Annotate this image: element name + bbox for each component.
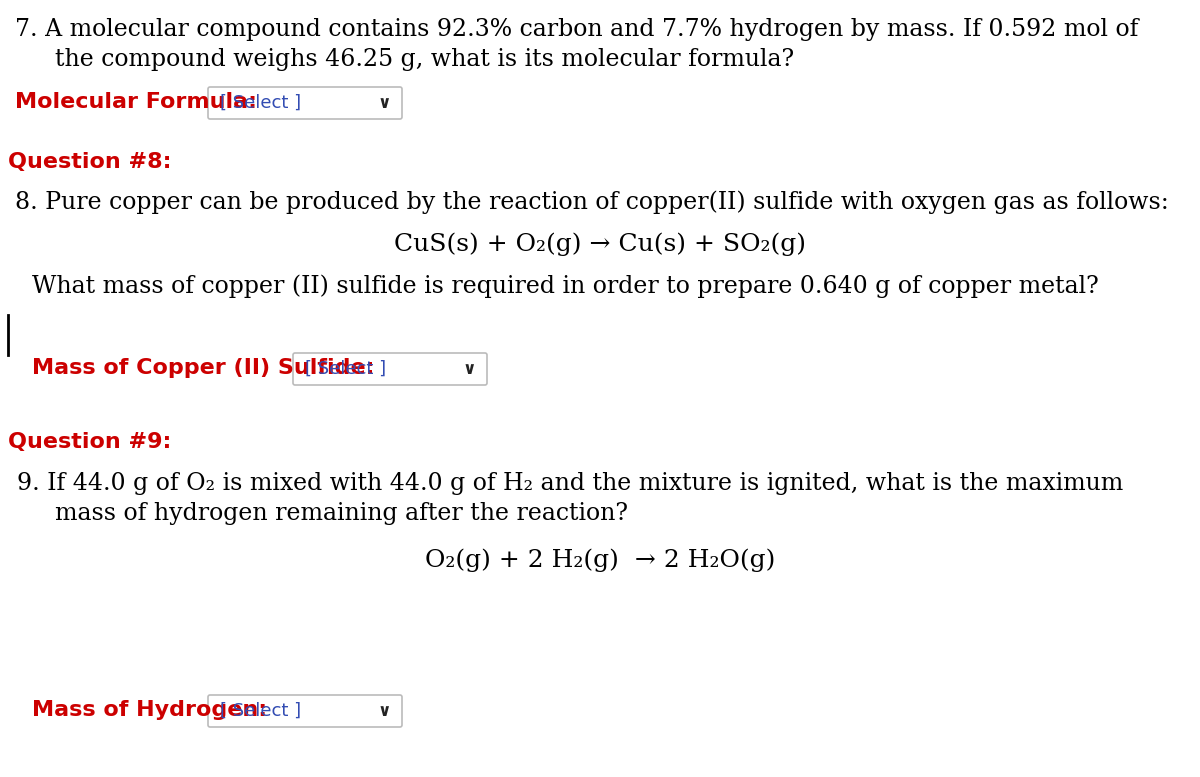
Text: O₂(g) + 2 H₂(g)  → 2 H₂O(g): O₂(g) + 2 H₂(g) → 2 H₂O(g) (425, 548, 775, 572)
Text: mass of hydrogen remaining after the reaction?: mass of hydrogen remaining after the rea… (55, 502, 628, 525)
FancyBboxPatch shape (208, 87, 402, 119)
Text: Mass of Hydrogen:: Mass of Hydrogen: (32, 700, 268, 720)
Text: Question #9:: Question #9: (8, 432, 172, 452)
Text: 7. A molecular compound contains 92.3% carbon and 7.7% hydrogen by mass. If 0.59: 7. A molecular compound contains 92.3% c… (14, 18, 1139, 41)
Text: [ Select ]: [ Select ] (220, 94, 301, 112)
Text: [ Select ]: [ Select ] (220, 702, 301, 720)
Text: 9. If 44.0 g of O₂ is mixed with 44.0 g of H₂ and the mixture is ignited, what i: 9. If 44.0 g of O₂ is mixed with 44.0 g … (17, 472, 1123, 495)
FancyBboxPatch shape (293, 353, 487, 385)
Text: 8. Pure copper can be produced by the reaction of copper(II) sulfide with oxygen: 8. Pure copper can be produced by the re… (14, 190, 1169, 214)
FancyBboxPatch shape (208, 695, 402, 727)
Text: ∨: ∨ (377, 94, 391, 112)
Text: the compound weighs 46.25 g, what is its molecular formula?: the compound weighs 46.25 g, what is its… (55, 48, 794, 71)
Text: [ Select ]: [ Select ] (305, 360, 386, 378)
Text: ∨: ∨ (462, 360, 475, 378)
Text: CuS(s) + O₂(g) → Cu(s) + SO₂(g): CuS(s) + O₂(g) → Cu(s) + SO₂(g) (394, 232, 806, 256)
Text: What mass of copper (II) sulfide is required in order to prepare 0.640 g of copp: What mass of copper (II) sulfide is requ… (32, 274, 1099, 298)
Text: Molecular Formula:: Molecular Formula: (14, 92, 257, 112)
Text: Mass of Copper (II) Sulfide:: Mass of Copper (II) Sulfide: (32, 358, 374, 378)
Text: ∨: ∨ (377, 702, 391, 720)
Text: Question #8:: Question #8: (8, 152, 172, 172)
